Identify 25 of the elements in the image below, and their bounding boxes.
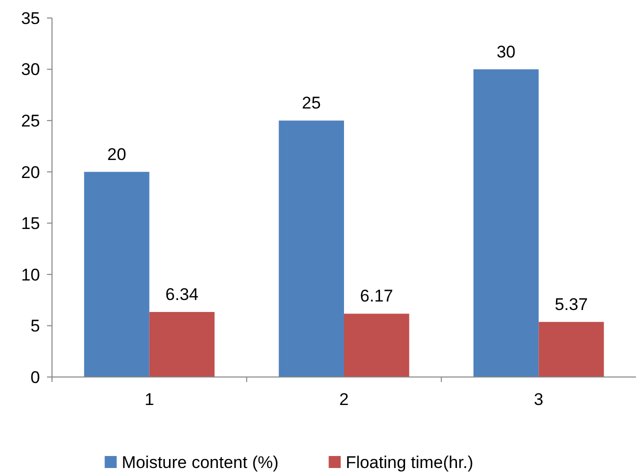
legend-label: Moisture content (%) (122, 452, 279, 472)
bar (538, 322, 604, 377)
data-label: 30 (496, 42, 516, 62)
data-label: 20 (107, 144, 126, 164)
x-tick-label: 3 (534, 390, 544, 409)
y-tick-label: 15 (21, 214, 40, 234)
y-tick-label: 10 (21, 265, 40, 284)
data-label: 5.37 (554, 294, 588, 314)
x-tick-label: 2 (339, 390, 349, 409)
y-tick-label: 0 (30, 368, 40, 387)
bar (84, 172, 150, 377)
data-label: 6.34 (165, 284, 198, 304)
data-label: 25 (302, 94, 321, 113)
x-tick-label: 1 (144, 390, 154, 409)
y-tick-label: 20 (21, 162, 40, 182)
bar (149, 312, 215, 377)
legend-label: Floating time(hr.) (346, 452, 474, 472)
y-tick-label: 30 (21, 60, 40, 80)
bar (473, 69, 539, 377)
bar (278, 120, 344, 377)
bar (344, 314, 410, 377)
y-tick-label: 5 (30, 316, 40, 336)
data-label: 6.17 (360, 286, 394, 306)
y-tick-label: 35 (21, 8, 40, 28)
y-tick-label: 25 (21, 112, 40, 131)
